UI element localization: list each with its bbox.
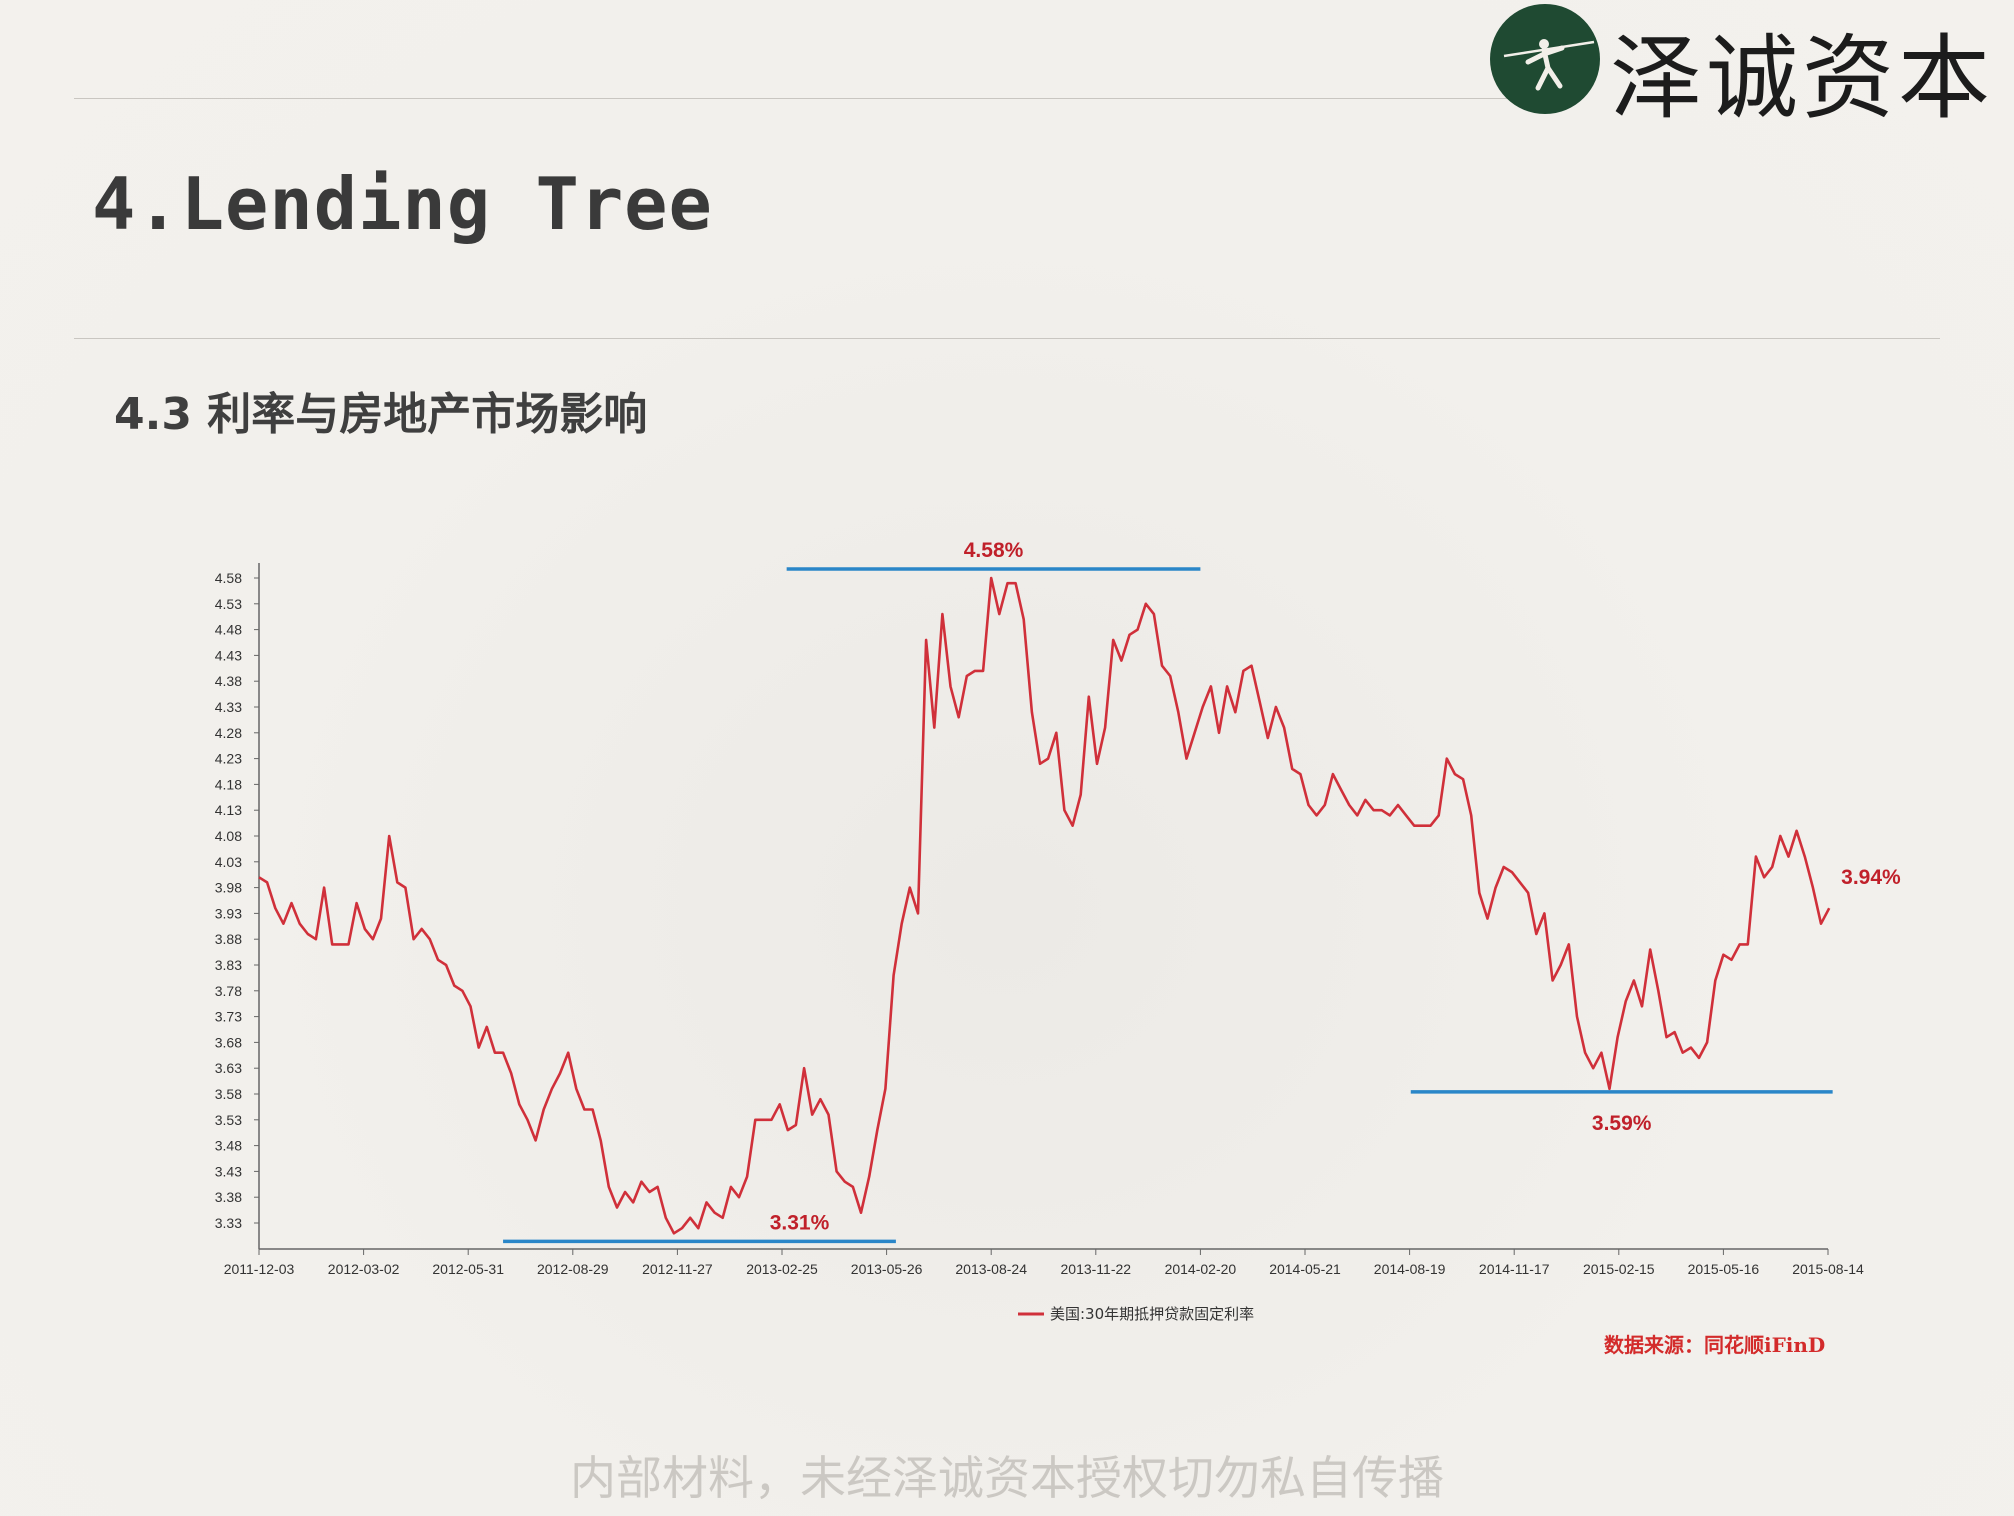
x-tick-label: 2013-11-22 [1061, 1261, 1132, 1277]
y-tick-label: 3.63 [215, 1060, 242, 1076]
page-title: 4.Lending Tree [92, 162, 713, 246]
x-tick-label: 2012-11-27 [642, 1261, 713, 1277]
x-tick-label: 2011-12-03 [224, 1261, 295, 1277]
confidentiality-footer: 内部材料，未经泽诚资本授权切勿私自传播 [570, 1451, 1444, 1505]
y-tick-label: 3.58 [215, 1086, 242, 1102]
chart-annotations: 4.58% 3.31% 3.59% 3.94% [503, 539, 1901, 1244]
y-tick-label: 4.38 [215, 673, 242, 689]
y-tick-label: 3.33 [215, 1215, 242, 1231]
y-tick-label: 4.08 [215, 828, 242, 844]
legend-label: 美国:30年期抵押贷款固定利率 [1050, 1305, 1254, 1323]
y-tick-label: 3.38 [215, 1189, 242, 1205]
series-line [258, 576, 1831, 1235]
y-tick-label: 3.68 [215, 1034, 242, 1050]
chart-axes [258, 563, 1828, 1250]
x-tick-label: 2013-08-24 [955, 1261, 1027, 1277]
y-tick-label: 4.58 [215, 570, 242, 586]
y-tick-label: 3.83 [215, 957, 242, 973]
x-tick-label: 2014-11-17 [1479, 1261, 1550, 1277]
y-axis-ticks: 4.58 4.53 4.48 4.43 4.38 4.33 4.28 4.23 4.18 4.13… [215, 570, 259, 1231]
y-tick-label: 4.33 [215, 699, 242, 715]
x-tick-label: 2015-02-15 [1583, 1261, 1655, 1277]
section-subtitle: 4.3 利率与房地产市场影响 [114, 389, 648, 440]
x-tick-label: 2014-02-20 [1165, 1261, 1237, 1277]
x-tick-label: 2012-08-29 [537, 1261, 609, 1277]
x-tick-label: 2012-03-02 [328, 1261, 400, 1277]
y-tick-label: 3.73 [215, 1009, 242, 1025]
mortgage-rate-chart: 4.58 4.53 4.48 4.43 4.38 4.33 4.28 4.23 4.18 4.13… [215, 539, 1901, 1323]
y-tick-label: 3.78 [215, 983, 242, 999]
y-tick-label: 4.43 [215, 647, 242, 663]
y-tick-label: 4.03 [215, 854, 242, 870]
header-top-rule [74, 98, 1514, 99]
y-tick-label: 4.53 [215, 596, 242, 612]
x-tick-label: 2013-05-26 [851, 1261, 923, 1277]
annotation-label: 3.94% [1841, 866, 1901, 889]
annotation-label: 3.59% [1592, 1112, 1652, 1135]
x-tick-label: 2013-02-25 [746, 1261, 818, 1277]
y-tick-label: 3.98 [215, 880, 242, 896]
series-group [258, 576, 1831, 1235]
annotation-label: 3.31% [770, 1211, 830, 1234]
y-tick-label: 3.48 [215, 1138, 242, 1154]
x-tick-label: 2014-08-19 [1374, 1261, 1446, 1277]
x-tick-label: 2015-08-14 [1792, 1261, 1864, 1277]
x-axis-ticks: 2011-12-03 2012-03-02 2012-05-31 2012-08-29… [224, 1249, 1864, 1277]
fencer-emblem-icon [1490, 4, 1600, 114]
logo-text: 泽诚资本 [1610, 25, 1995, 132]
y-tick-label: 4.48 [215, 622, 242, 638]
y-tick-label: 4.28 [215, 725, 242, 741]
annotation-label: 4.58% [964, 539, 1024, 562]
company-logo: 泽诚资本 [1488, 0, 1998, 132]
data-source-note: 数据来源：同花顺iFinD [1604, 1333, 1826, 1357]
y-tick-label: 3.93 [215, 905, 242, 921]
y-tick-label: 3.53 [215, 1112, 242, 1128]
y-tick-label: 3.88 [215, 931, 242, 947]
chart-legend: 美国:30年期抵押贷款固定利率 [1018, 1305, 1254, 1323]
x-tick-label: 2015-05-16 [1688, 1261, 1760, 1277]
y-tick-label: 4.23 [215, 751, 242, 767]
y-tick-label: 4.18 [215, 776, 242, 792]
x-tick-label: 2014-05-21 [1269, 1261, 1341, 1277]
y-tick-label: 4.13 [215, 802, 242, 818]
y-tick-label: 3.43 [215, 1163, 242, 1179]
title-rule [74, 338, 1940, 339]
x-tick-label: 2012-05-31 [432, 1261, 504, 1277]
